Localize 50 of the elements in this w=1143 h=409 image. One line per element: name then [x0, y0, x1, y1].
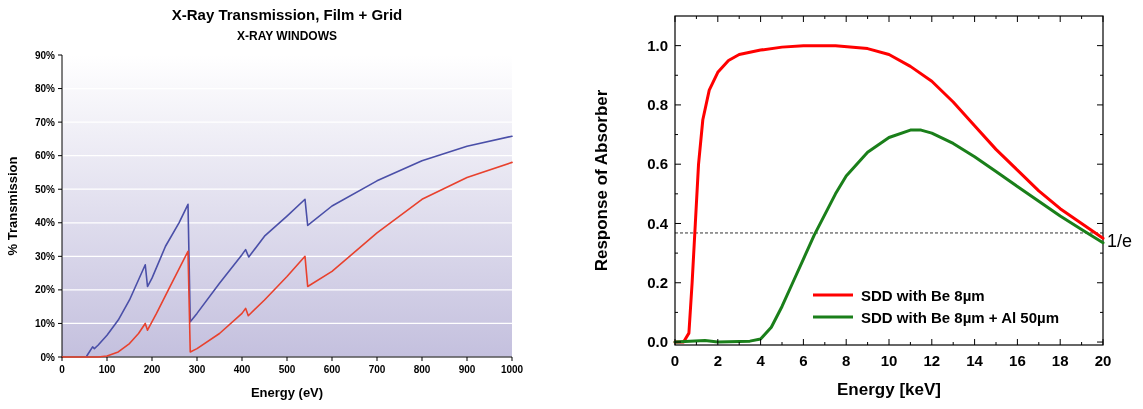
legend-label: SDD with Be 8µm [861, 287, 985, 304]
y-tick-label: 20% [34, 284, 56, 296]
x-tick-label: 800 [413, 364, 431, 375]
x-tick-label: 200 [143, 364, 161, 375]
y-tick-label: 30% [34, 250, 56, 262]
y-axis-title: % Transmission [5, 156, 20, 256]
x-tick-label: 0 [59, 364, 66, 375]
x-tick-label: 14 [966, 352, 984, 369]
legend-label: SDD with Be 8µm + Al 50µm [861, 309, 1060, 326]
x-axis-title: Energy [keV] [837, 380, 941, 399]
y-tick-label: 70% [34, 116, 56, 128]
chart-subtitle: X-RAY WINDOWS [236, 29, 338, 43]
x-tick-label: 100 [98, 364, 116, 375]
x-axis-title: Energy (eV) [250, 385, 324, 400]
y-tick-label: 0.2 [647, 274, 668, 292]
x-tick-label: 600 [323, 364, 341, 375]
x-tick-label: 8 [842, 352, 851, 369]
y-tick-label: 1.0 [647, 36, 668, 54]
line-series [85, 135, 513, 357]
y-tick-label: 40% [34, 217, 56, 229]
x-tick-label: 16 [1009, 352, 1026, 369]
y-tick-label: 0% [40, 351, 56, 363]
x-tick-label: 10 [880, 352, 898, 369]
y-tick-label: 60% [34, 150, 56, 162]
line-series [673, 128, 1105, 344]
x-tick-label: 4 [756, 352, 766, 369]
y-tick-label: 0.4 [647, 214, 669, 232]
y-axis-title: Response of Absorber [592, 89, 611, 272]
x-tick-label: 12 [923, 352, 941, 369]
y-tick-label: 0.8 [647, 96, 668, 114]
x-tick-label: 900 [458, 364, 476, 375]
ref-line-label: 1/e [1107, 230, 1133, 251]
y-tick-label: 50% [34, 183, 56, 195]
x-tick-label: 400 [233, 364, 251, 375]
x-tick-label: 500 [278, 364, 296, 375]
y-tick-label: 0.6 [647, 155, 668, 173]
y-tick-label: 80% [34, 83, 56, 95]
y-tick-label: 90% [34, 49, 56, 61]
line-series [673, 44, 1105, 344]
y-tick-label: 0.0 [647, 333, 668, 351]
chart-title: X-Ray Transmission, Film + Grid [171, 6, 403, 23]
y-tick-label: 10% [34, 317, 56, 329]
x-tick-label: 700 [368, 364, 386, 375]
x-tick-label: 0 [670, 352, 680, 369]
x-tick-label: 6 [799, 352, 808, 369]
x-tick-label: 300 [188, 364, 206, 375]
x-tick-label: 2 [713, 352, 722, 369]
x-tick-label: 18 [1051, 352, 1069, 369]
x-tick-label: 20 [1094, 352, 1112, 369]
x-tick-label: 1000 [500, 364, 524, 375]
